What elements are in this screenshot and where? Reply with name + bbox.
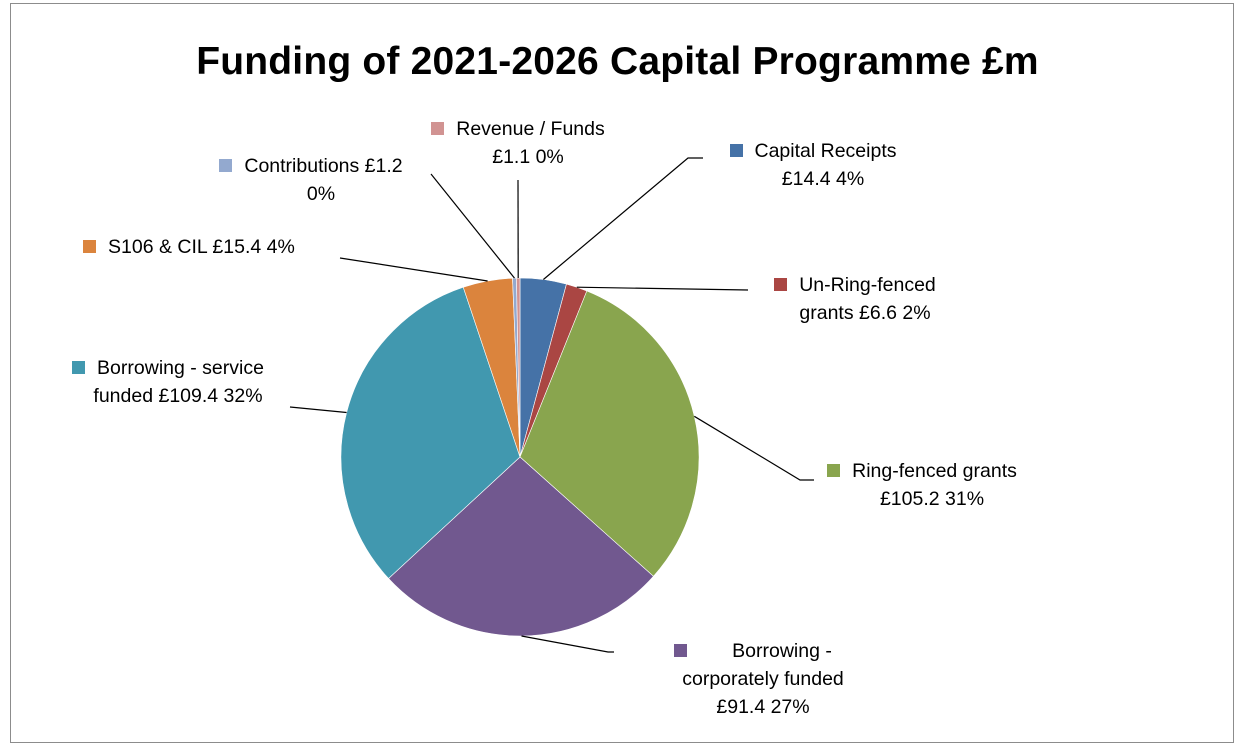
swatch-capital-receipts (730, 144, 743, 157)
label-contributions: Contributions £1.2 0% (196, 152, 426, 208)
leader-line-borrowing-service-funded (290, 407, 347, 413)
swatch-contributions (219, 159, 232, 172)
swatch-s106 (83, 240, 96, 253)
label-contributions-line2: 0% (196, 180, 426, 208)
label-un-ring-fenced-line1: Un-Ring-fenced (799, 274, 936, 296)
leader-line-capital-receipts (543, 158, 703, 280)
swatch-borrowing-service (72, 361, 85, 374)
label-capital-receipts-line1: Capital Receipts (755, 140, 897, 162)
label-un-ring-fenced-line2: grants £6.6 2% (755, 299, 955, 327)
leader-line-un-ring-fenced-grants (577, 287, 748, 290)
label-revenue-line2: £1.1 0% (418, 143, 618, 171)
label-borrowing-corporate-line1: Borrowing - (732, 640, 832, 662)
swatch-ring-fenced (827, 464, 840, 477)
swatch-borrowing-corporate (674, 644, 687, 657)
label-un-ring-fenced: Un-Ring-fenced grants £6.6 2% (755, 271, 955, 327)
label-revenue: Revenue / Funds £1.1 0% (418, 115, 618, 171)
label-borrowing-corporate: Borrowing - corporately funded £91.4 27% (618, 637, 888, 721)
label-ring-fenced: Ring-fenced grants £105.2 31% (816, 457, 1028, 513)
swatch-un-ring-fenced (774, 278, 787, 291)
label-ring-fenced-line1: Ring-fenced grants (852, 460, 1017, 482)
swatch-revenue (431, 122, 444, 135)
label-borrowing-service: Borrowing - service funded £109.4 32% (43, 354, 293, 410)
label-s106-line1: S106 & CIL £15.4 4% (108, 236, 295, 258)
label-ring-fenced-line2: £105.2 31% (816, 485, 1028, 513)
label-s106: S106 & CIL £15.4 4% (83, 233, 295, 261)
label-capital-receipts-line2: £14.4 4% (708, 165, 918, 193)
label-borrowing-corporate-line3: £91.4 27% (618, 693, 888, 721)
leader-line-borrowing-corporately-funded (522, 636, 615, 652)
label-borrowing-service-line1: Borrowing - service (97, 357, 264, 379)
label-contributions-line1: Contributions £1.2 (244, 155, 402, 177)
label-capital-receipts: Capital Receipts £14.4 4% (708, 137, 918, 193)
leader-line-ring-fenced-grants (694, 416, 814, 480)
label-borrowing-corporate-line2: corporately funded (618, 665, 888, 693)
label-revenue-line1: Revenue / Funds (456, 118, 605, 140)
leader-line-s106-cil (340, 258, 488, 281)
label-borrowing-service-line2: funded £109.4 32% (43, 382, 293, 410)
leader-line-contributions (431, 174, 515, 278)
